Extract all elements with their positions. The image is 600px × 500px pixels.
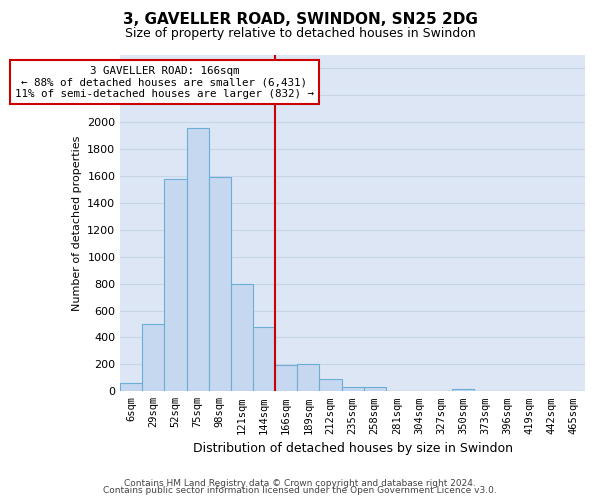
Bar — [341, 386, 364, 392]
Text: Contains public sector information licensed under the Open Government Licence v3: Contains public sector information licen… — [103, 486, 497, 495]
Bar — [231, 284, 253, 392]
Bar — [452, 388, 475, 392]
Bar — [275, 365, 297, 392]
Bar — [164, 179, 187, 392]
Text: 3, GAVELLER ROAD, SWINDON, SN25 2DG: 3, GAVELLER ROAD, SWINDON, SN25 2DG — [122, 12, 478, 28]
Y-axis label: Number of detached properties: Number of detached properties — [71, 136, 82, 311]
Text: Contains HM Land Registry data © Crown copyright and database right 2024.: Contains HM Land Registry data © Crown c… — [124, 478, 476, 488]
X-axis label: Distribution of detached houses by size in Swindon: Distribution of detached houses by size … — [193, 442, 512, 455]
Bar — [120, 383, 142, 392]
Bar — [297, 364, 319, 392]
Bar — [253, 326, 275, 392]
Bar — [187, 128, 209, 392]
Bar — [209, 176, 231, 392]
Bar — [364, 388, 386, 392]
Text: 3 GAVELLER ROAD: 166sqm
← 88% of detached houses are smaller (6,431)
11% of semi: 3 GAVELLER ROAD: 166sqm ← 88% of detache… — [15, 66, 314, 99]
Bar — [319, 379, 341, 392]
Text: Size of property relative to detached houses in Swindon: Size of property relative to detached ho… — [125, 28, 475, 40]
Bar — [142, 324, 164, 392]
